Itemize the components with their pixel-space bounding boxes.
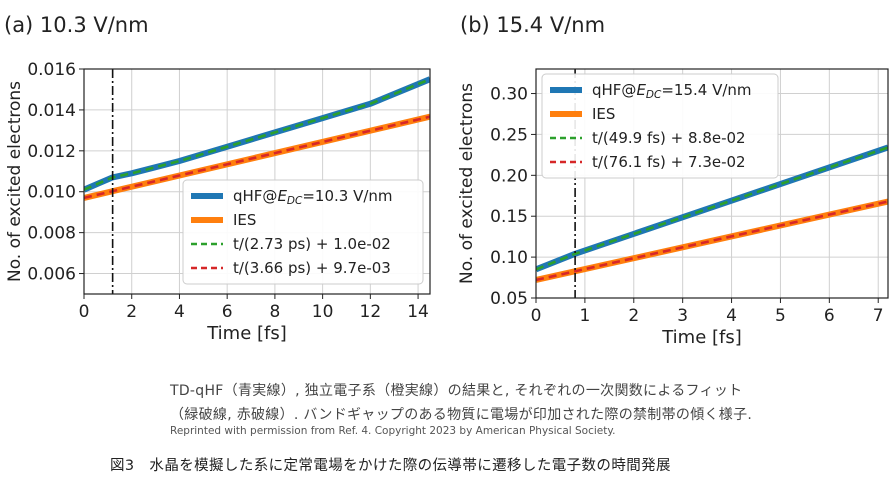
axes-frame <box>535 68 889 299</box>
y-axis-label: No. of excited electrons <box>457 83 477 284</box>
plot-area <box>536 144 888 283</box>
legend-label-2: IES <box>592 105 615 123</box>
figure-title: 図3 水晶を模擬した系に定常電場をかけた際の伝導帯に遷移した電子数の時間発展 <box>110 458 671 474</box>
series-line-4 <box>536 200 888 282</box>
series-line-3 <box>536 146 888 271</box>
y-tick-label: 0.30 <box>490 85 528 105</box>
x-tick-label: 8 <box>269 302 280 322</box>
legend-label-1: qHF@EDC=10.3 V/nm <box>233 187 393 207</box>
legend-label-4: t/(76.1 fs) + 7.3e-02 <box>592 153 746 171</box>
x-tick-label: 7 <box>873 306 884 326</box>
y-tick-label: 0.012 <box>27 142 76 162</box>
legend-box <box>182 179 424 285</box>
legend-label-2: IES <box>233 211 256 229</box>
x-tick-label: 2 <box>126 302 137 322</box>
legend-label-3: t/(2.73 ps) + 1.0e-02 <box>233 235 391 253</box>
x-tick-label: 4 <box>174 302 185 322</box>
y-tick-label: 0.006 <box>27 265 76 285</box>
y-tick-label: 0.008 <box>27 224 76 244</box>
legend: qHF@EDC=15.4 V/nm IES t/(49.9 fs) + 8.8e-0… <box>541 73 779 179</box>
plot-area <box>84 76 430 201</box>
x-tick-label: 3 <box>677 306 688 326</box>
legend-label-3: t/(49.9 fs) + 8.8e-02 <box>592 129 746 147</box>
caption-line-2: （緑破線, 赤破線）. バンドギャップのある物質に電場が印加された際の禁制帯の傾… <box>170 407 753 423</box>
x-tick-label: 0 <box>531 306 542 326</box>
chart-title: (b) 15.4 V/nm <box>460 13 605 37</box>
y-tick-label: 0.014 <box>27 101 76 121</box>
legend-label-1: qHF@EDC=15.4 V/nm <box>592 81 752 101</box>
axes-frame <box>83 68 431 295</box>
x-axis-label: Time [fs] <box>206 323 287 344</box>
x-tick-label: 10 <box>312 302 334 322</box>
y-tick-label: 0.20 <box>490 166 528 186</box>
x-tick-label: 2 <box>628 306 639 326</box>
y-tick-label: 0.15 <box>490 207 528 227</box>
chart-panel-b: (b) 15.4 V/nm 0 1 2 3 4 5 6 7 0.05 0.10 0.15 0.20 0.2… <box>457 13 889 348</box>
chart-title: (a) 10.3 V/nm <box>4 13 149 37</box>
y-tick-label: 0.10 <box>490 248 528 268</box>
copyright-credit: Reprinted with permission from Ref. 4. C… <box>170 425 616 437</box>
y-tick-label: 0.05 <box>490 289 528 309</box>
y-axis-label: No. of excited electrons <box>5 81 25 282</box>
x-tick-label: 1 <box>579 306 590 326</box>
legend: qHF@EDC=10.3 V/nm IES t/(2.73 ps) + 1.0e-0… <box>182 179 424 285</box>
x-tick-label: 14 <box>407 302 429 322</box>
chart-panel-a: (a) 10.3 V/nm 0 2 4 6 8 10 12 14 0.006 0.008 0.010 0… <box>4 13 431 344</box>
legend-box <box>541 73 779 179</box>
y-tick-label: 0.25 <box>490 125 528 145</box>
x-tick-label: 12 <box>360 302 382 322</box>
x-axis-label: Time [fs] <box>661 327 742 348</box>
series-line-4 <box>84 115 430 200</box>
x-tick-label: 4 <box>726 306 737 326</box>
x-tick-label: 5 <box>775 306 786 326</box>
x-tick-label: 6 <box>824 306 835 326</box>
caption-line-1: TD-qHF（青実線）, 独立電子系（橙実線）の結果と, それぞれの一次関数によ… <box>170 383 743 399</box>
x-tick-label: 0 <box>79 302 90 322</box>
x-tick-label: 6 <box>222 302 233 322</box>
legend-label-4: t/(3.66 ps) + 9.7e-03 <box>233 259 391 277</box>
y-tick-label: 0.016 <box>27 60 76 80</box>
series-line-3 <box>84 77 430 191</box>
y-tick-label: 0.010 <box>27 183 76 203</box>
